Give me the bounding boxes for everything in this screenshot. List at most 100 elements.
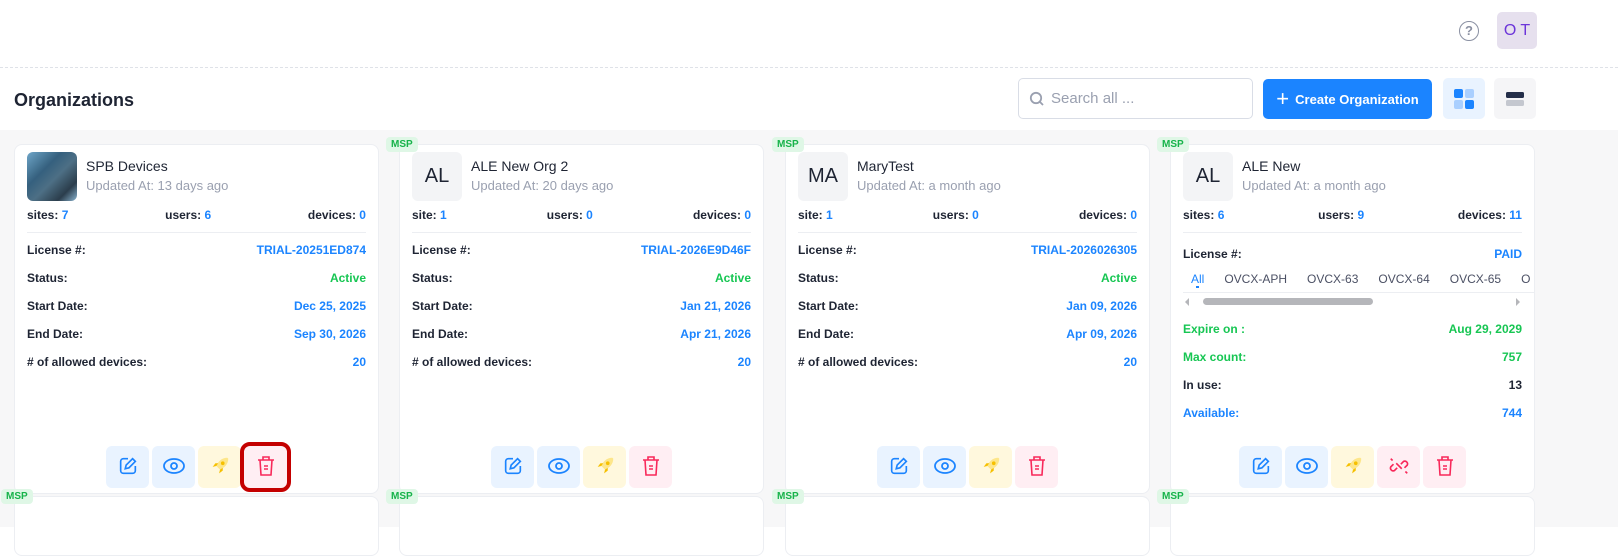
rocket-icon <box>980 455 1002 480</box>
stat: users: 6 <box>165 208 211 222</box>
stat-label: site: <box>412 208 437 222</box>
row-label: # of allowed devices: <box>412 355 533 369</box>
unlink-button[interactable] <box>1377 446 1420 488</box>
organization-card[interactable]: MSP <box>386 489 764 556</box>
row-label: Start Date: <box>412 299 473 313</box>
view-button[interactable] <box>1285 446 1328 488</box>
organization-name[interactable]: SPB Devices <box>86 158 168 174</box>
msp-badge: MSP <box>386 489 418 504</box>
stat: sites: 7 <box>27 208 68 222</box>
msp-badge: MSP <box>1 489 33 504</box>
search-box[interactable] <box>1018 78 1253 119</box>
info-row: # of allowed devices: 20 <box>412 355 751 369</box>
organization-name[interactable]: ALE New <box>1242 158 1301 174</box>
row-label: Available: <box>1183 406 1240 420</box>
rocket-icon <box>1342 455 1364 480</box>
organization-card[interactable]: MSP MA MaryTest Updated At: a month ago site… <box>772 137 1150 494</box>
organization-card[interactable]: MSP AL ALE New Updated At: a month ago sites… <box>1157 137 1535 494</box>
view-button[interactable] <box>923 446 966 488</box>
launch-button[interactable] <box>198 446 241 488</box>
delete-button[interactable] <box>629 446 672 488</box>
edit-button[interactable] <box>106 446 149 488</box>
info-row: End Date: Apr 09, 2026 <box>798 327 1137 341</box>
delete-button[interactable] <box>240 442 291 492</box>
organization-card[interactable]: MSP <box>1157 489 1535 556</box>
license-tab[interactable]: OVCX-65 <box>1449 272 1502 286</box>
row-value: Active <box>329 271 366 285</box>
card-actions <box>15 442 378 492</box>
row-label: Start Date: <box>27 299 88 313</box>
info-row: # of allowed devices: 20 <box>27 355 366 369</box>
license-tab[interactable]: All <box>1191 272 1205 286</box>
edit-button[interactable] <box>1239 446 1282 488</box>
organization-name[interactable]: ALE New Org 2 <box>471 158 569 174</box>
row-label: Status: <box>412 271 453 285</box>
organization-card[interactable]: MSP AL ALE New Org 2 Updated At: 20 days ag… <box>386 137 764 494</box>
organization-card[interactable]: SPB Devices Updated At: 13 days ago sites:… <box>14 144 379 494</box>
stat: users: 9 <box>1318 208 1364 222</box>
rocket-icon <box>594 455 616 480</box>
row-value: TRIAL-20251ED874 <box>256 243 366 257</box>
license-tab[interactable]: OVCX-63 <box>1307 272 1359 286</box>
plus-icon: + <box>1276 86 1290 111</box>
launch-button[interactable] <box>969 446 1012 488</box>
row-label: End Date: <box>412 327 469 341</box>
edit-button[interactable] <box>491 446 534 488</box>
row-value: 20 <box>737 355 751 369</box>
edit-button[interactable] <box>877 446 920 488</box>
organization-logo <box>27 152 77 201</box>
row-value: Apr 21, 2026 <box>680 327 751 341</box>
info-row: Status: Active <box>798 271 1137 285</box>
updated-at: Updated At: a month ago <box>857 178 1001 193</box>
row-value: 744 <box>1501 406 1522 420</box>
grid-view-button[interactable] <box>1443 78 1485 119</box>
org-stats: site: 1 users: 0 devices: 0 <box>412 208 751 233</box>
launch-button[interactable] <box>583 446 626 488</box>
trash-icon <box>256 455 276 480</box>
eye-icon <box>547 456 571 479</box>
info-row: In use: 13 <box>1183 378 1522 392</box>
license-tab[interactable]: OVCX-64 <box>1378 272 1430 286</box>
stat: devices: 0 <box>693 208 751 222</box>
row-label: # of allowed devices: <box>27 355 148 369</box>
row-label: License #: <box>27 243 86 257</box>
info-row: Status: Active <box>27 271 366 285</box>
user-avatar[interactable]: O T <box>1497 12 1537 49</box>
organization-logo: AL <box>412 152 462 201</box>
license-tab[interactable]: OVCX-APH <box>1224 272 1288 286</box>
stat: devices: 11 <box>1458 208 1522 222</box>
info-row: Start Date: Dec 25, 2025 <box>27 299 366 313</box>
unlink-icon <box>1388 455 1410 480</box>
view-button[interactable] <box>152 446 195 488</box>
scroll-left-icon[interactable] <box>1185 298 1189 306</box>
help-icon[interactable]: ? <box>1459 21 1479 41</box>
create-organization-button[interactable]: + Create Organization <box>1263 79 1432 119</box>
row-value: Apr 09, 2026 <box>1066 327 1137 341</box>
scroll-right-icon[interactable] <box>1516 298 1520 306</box>
license-tab[interactable]: O <box>1521 272 1531 286</box>
stat-value: 0 <box>1130 208 1137 222</box>
tabs-scrollbar[interactable] <box>1185 298 1520 306</box>
launch-button[interactable] <box>1331 446 1374 488</box>
search-input[interactable] <box>1051 90 1231 107</box>
delete-button[interactable] <box>1015 446 1058 488</box>
info-row: Start Date: Jan 21, 2026 <box>412 299 751 313</box>
row-value: Sep 30, 2026 <box>293 327 366 341</box>
organization-card[interactable]: MSP <box>1 489 379 556</box>
row-label: Max count: <box>1183 350 1247 364</box>
msp-badge: MSP <box>772 489 804 504</box>
info-row: License #: TRIAL-2026E9D46F <box>412 243 751 257</box>
stat-label: devices: <box>307 208 356 222</box>
row-label: Status: <box>798 271 839 285</box>
eye-icon <box>933 456 957 479</box>
organization-card[interactable]: MSP <box>772 489 1150 556</box>
organization-name[interactable]: MaryTest <box>857 158 914 174</box>
page-header: Organizations + Create Organization <box>0 68 1618 130</box>
delete-button[interactable] <box>1423 446 1466 488</box>
scroll-thumb[interactable] <box>1203 298 1373 305</box>
eye-icon <box>1295 456 1319 479</box>
view-button[interactable] <box>537 446 580 488</box>
stat: site: 1 <box>412 208 447 222</box>
row-label: License #: <box>1183 247 1242 261</box>
list-view-button[interactable] <box>1494 78 1536 119</box>
